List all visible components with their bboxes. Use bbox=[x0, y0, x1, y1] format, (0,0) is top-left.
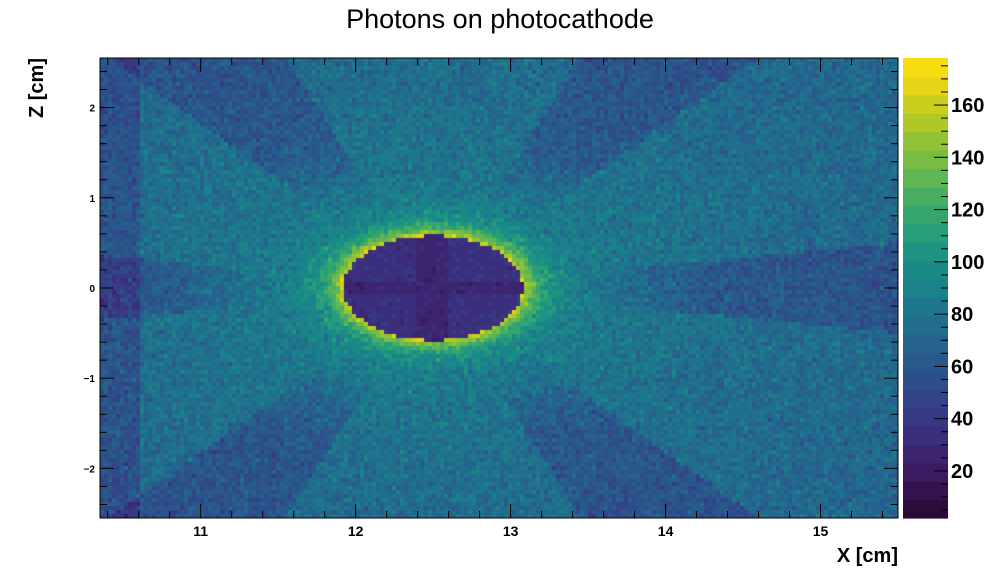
z-tick-label: 40 bbox=[951, 409, 973, 431]
z-tick-label: 120 bbox=[951, 200, 984, 222]
color-scale-band bbox=[903, 94, 948, 114]
x-axis: 11 12 13 14 15 bbox=[107, 58, 884, 539]
z-tick-label: 20 bbox=[951, 461, 973, 483]
x-tick-label: 13 bbox=[503, 523, 519, 539]
y-axis: −2 −1 0 1 2 bbox=[84, 71, 898, 505]
color-scale-band bbox=[903, 334, 948, 353]
plot-area bbox=[99, 57, 899, 519]
color-scale-band bbox=[903, 76, 948, 96]
x-tick-label: 11 bbox=[193, 523, 208, 539]
z-tick-label: 160 bbox=[951, 95, 984, 117]
x-tick-label: 14 bbox=[658, 523, 674, 539]
color-scale-band bbox=[903, 131, 948, 151]
z-tick-label: 80 bbox=[951, 304, 973, 326]
y-tick-label: 2 bbox=[89, 104, 95, 115]
color-scale-band bbox=[903, 278, 948, 298]
color-scale-band bbox=[903, 444, 948, 464]
y-tick-label: −1 bbox=[84, 374, 96, 385]
x-tick-label: 12 bbox=[348, 523, 364, 539]
y-tick-label: 1 bbox=[89, 194, 95, 205]
y-axis-title: Z [cm] bbox=[26, 58, 48, 118]
color-scale-band bbox=[903, 499, 948, 519]
color-scale-axis: 20 40 60 80 100 120 140 160 bbox=[934, 65, 984, 511]
color-scale-band bbox=[903, 407, 948, 427]
color-scale-band bbox=[903, 113, 948, 133]
color-scale-band bbox=[903, 370, 948, 390]
color-scale-band bbox=[903, 481, 948, 501]
color-scale-band bbox=[903, 315, 948, 335]
color-scale-band bbox=[903, 260, 948, 280]
x-tick-label: 15 bbox=[813, 523, 829, 539]
color-scale-band bbox=[903, 352, 948, 372]
color-scale-band bbox=[903, 223, 948, 243]
color-scale-band bbox=[903, 186, 948, 206]
z-tick-label: 60 bbox=[951, 356, 973, 378]
color-scale-band bbox=[903, 389, 948, 409]
z-tick-label: 140 bbox=[951, 147, 984, 169]
chart-title: Photons on photocathode bbox=[346, 4, 654, 34]
color-scale-band bbox=[903, 58, 948, 77]
z-tick-label: 100 bbox=[951, 252, 984, 274]
heatmap-canvas bbox=[100, 58, 898, 518]
color-scale-band bbox=[903, 297, 948, 317]
y-tick-label: 0 bbox=[89, 284, 95, 295]
color-scale-band bbox=[903, 205, 948, 225]
color-scale-band bbox=[903, 426, 948, 445]
color-scale-band bbox=[903, 242, 948, 261]
color-scale-band bbox=[903, 150, 948, 169]
color-scale-band bbox=[903, 168, 948, 188]
y-tick-label: −2 bbox=[84, 464, 96, 475]
x-axis-title: X [cm] bbox=[837, 545, 898, 567]
color-scale-band bbox=[903, 462, 948, 482]
